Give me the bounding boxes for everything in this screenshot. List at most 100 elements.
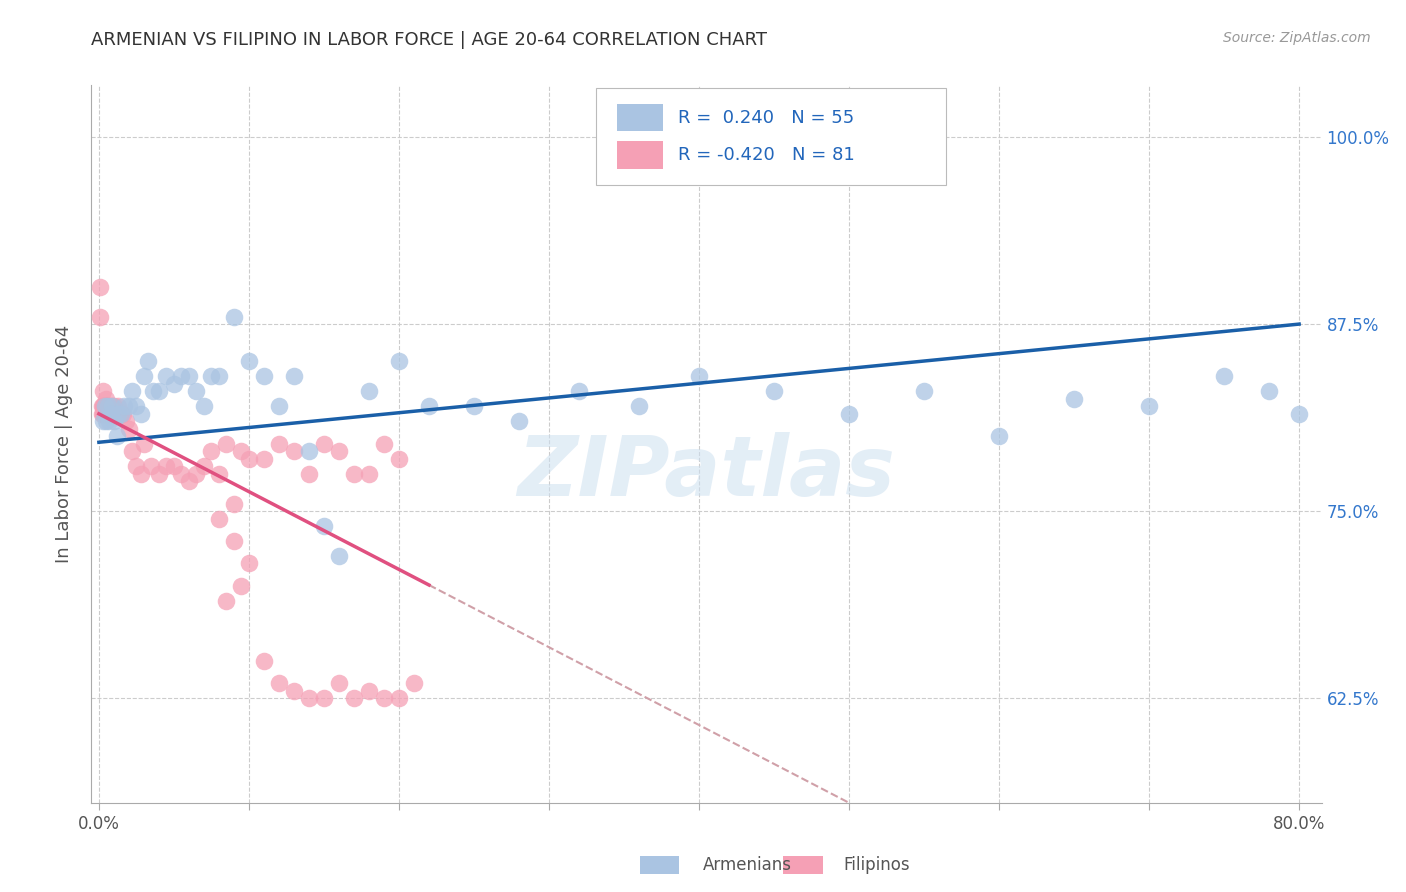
Point: [96, 400, 118, 414]
Point: [141, 459, 163, 474]
Point: [96, 407, 118, 421]
Point: [222, 534, 245, 549]
Point: [208, 467, 231, 481]
Text: R = -0.420   N = 81: R = -0.420 N = 81: [678, 146, 855, 164]
Point: [94, 400, 117, 414]
Point: [763, 384, 786, 399]
Point: [89, 310, 111, 324]
Point: [988, 429, 1011, 443]
Point: [1258, 384, 1281, 399]
Point: [105, 407, 128, 421]
Point: [193, 459, 215, 474]
Point: [93, 400, 115, 414]
Point: [112, 400, 135, 414]
Point: [231, 579, 253, 593]
Point: [101, 407, 124, 421]
Point: [328, 549, 350, 563]
Point: [105, 429, 128, 443]
Point: [89, 279, 111, 293]
Point: [283, 369, 305, 384]
Point: [155, 459, 177, 474]
Point: [94, 407, 117, 421]
Point: [132, 436, 155, 450]
Point: [388, 691, 411, 706]
Point: [253, 369, 276, 384]
Point: [90, 400, 112, 414]
Point: [298, 444, 321, 458]
Point: [200, 369, 222, 384]
Point: [200, 444, 222, 458]
Point: [107, 400, 129, 414]
Point: [215, 436, 238, 450]
Point: [101, 407, 124, 421]
Point: [97, 400, 120, 414]
Point: [98, 400, 121, 414]
Point: [267, 436, 290, 450]
Point: [238, 354, 260, 368]
Point: [148, 384, 170, 399]
Point: [100, 400, 122, 414]
Point: [231, 444, 253, 458]
Point: [118, 400, 141, 414]
Point: [121, 444, 143, 458]
Point: [373, 691, 395, 706]
Point: [96, 400, 118, 414]
Point: [238, 451, 260, 466]
Point: [148, 467, 170, 481]
Point: [115, 414, 138, 428]
Point: [118, 422, 141, 436]
Point: [93, 414, 115, 428]
Point: [283, 444, 305, 458]
Point: [100, 407, 122, 421]
Point: [138, 354, 160, 368]
Point: [93, 400, 115, 414]
Point: [103, 414, 125, 428]
Point: [373, 436, 395, 450]
Point: [463, 400, 485, 414]
Point: [1137, 400, 1160, 414]
Point: [838, 407, 860, 421]
Point: [568, 384, 591, 399]
Point: [238, 557, 260, 571]
Point: [93, 384, 115, 399]
Point: [129, 407, 152, 421]
Point: [298, 691, 321, 706]
Point: [312, 691, 335, 706]
Point: [912, 384, 935, 399]
Point: [177, 474, 200, 488]
Point: [132, 369, 155, 384]
Point: [418, 400, 440, 414]
Point: [96, 407, 118, 421]
Point: [100, 407, 122, 421]
Point: [186, 384, 208, 399]
Point: [125, 459, 148, 474]
Point: [1213, 369, 1236, 384]
Point: [97, 400, 120, 414]
Point: [312, 436, 335, 450]
Point: [357, 384, 380, 399]
Point: [267, 676, 290, 690]
Point: [111, 407, 134, 421]
Text: ZIPatlas: ZIPatlas: [517, 432, 896, 513]
Point: [328, 676, 350, 690]
Point: [312, 519, 335, 533]
Point: [208, 511, 231, 525]
Point: [193, 400, 215, 414]
Point: [222, 497, 245, 511]
Point: [90, 407, 112, 421]
Point: [163, 376, 186, 391]
Point: [110, 407, 132, 421]
Point: [215, 594, 238, 608]
Point: [186, 467, 208, 481]
Point: [283, 683, 305, 698]
Point: [222, 310, 245, 324]
Point: [125, 400, 148, 414]
Point: [1288, 407, 1310, 421]
Point: [343, 467, 366, 481]
Text: Armenians: Armenians: [703, 856, 792, 874]
Bar: [617, 104, 664, 131]
Point: [267, 400, 290, 414]
Point: [97, 407, 120, 421]
Text: Source: ZipAtlas.com: Source: ZipAtlas.com: [1223, 31, 1371, 45]
Point: [96, 414, 118, 428]
